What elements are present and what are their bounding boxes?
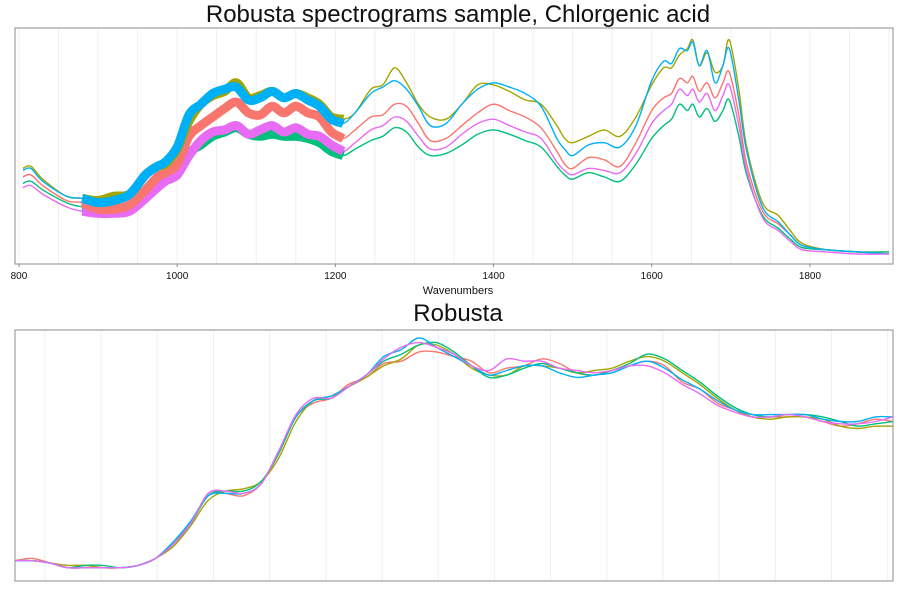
top-chart-x-tick-label: 1800 [799, 271, 822, 282]
bottom-chart-series-line-3 [14, 341, 894, 569]
top-chart-plot: 800 1000 1200 1400 1600 1800 [11, 27, 894, 282]
bottom-chart-series-line-5 [14, 341, 894, 569]
bottom-chart-plot [14, 329, 894, 582]
top-chart-frame [14, 27, 894, 265]
top-chart-x-tick-label: 1600 [641, 271, 664, 282]
top-chart-title: Robusta spectrograms sample, Chlorgenic … [206, 1, 710, 28]
bottom-chart-series-line-4 [14, 337, 894, 569]
top-chart-x-axis-label: Wavenumbers [423, 285, 494, 297]
top-chart-x-tick-label: 800 [11, 271, 28, 282]
top-chart-x-tick-label: 1400 [482, 271, 505, 282]
bottom-chart-series-line-1 [14, 350, 894, 569]
top-chart-x-tick-label: 1000 [166, 271, 189, 282]
bottom-chart-series-line-2 [14, 342, 894, 569]
top-chart-series-line-1 [22, 70, 890, 253]
top-chart-highlight-series-5 [81, 121, 346, 219]
top-chart-highlight-series-1 [80, 97, 346, 215]
top-chart-x-tick-label: 1200 [324, 271, 347, 282]
bottom-chart-title: Robusta [413, 300, 503, 327]
top-chart-highlight-series-4 [80, 82, 345, 208]
top-chart-series-line-2 [22, 38, 890, 255]
bottom-chart-frame [14, 329, 894, 582]
